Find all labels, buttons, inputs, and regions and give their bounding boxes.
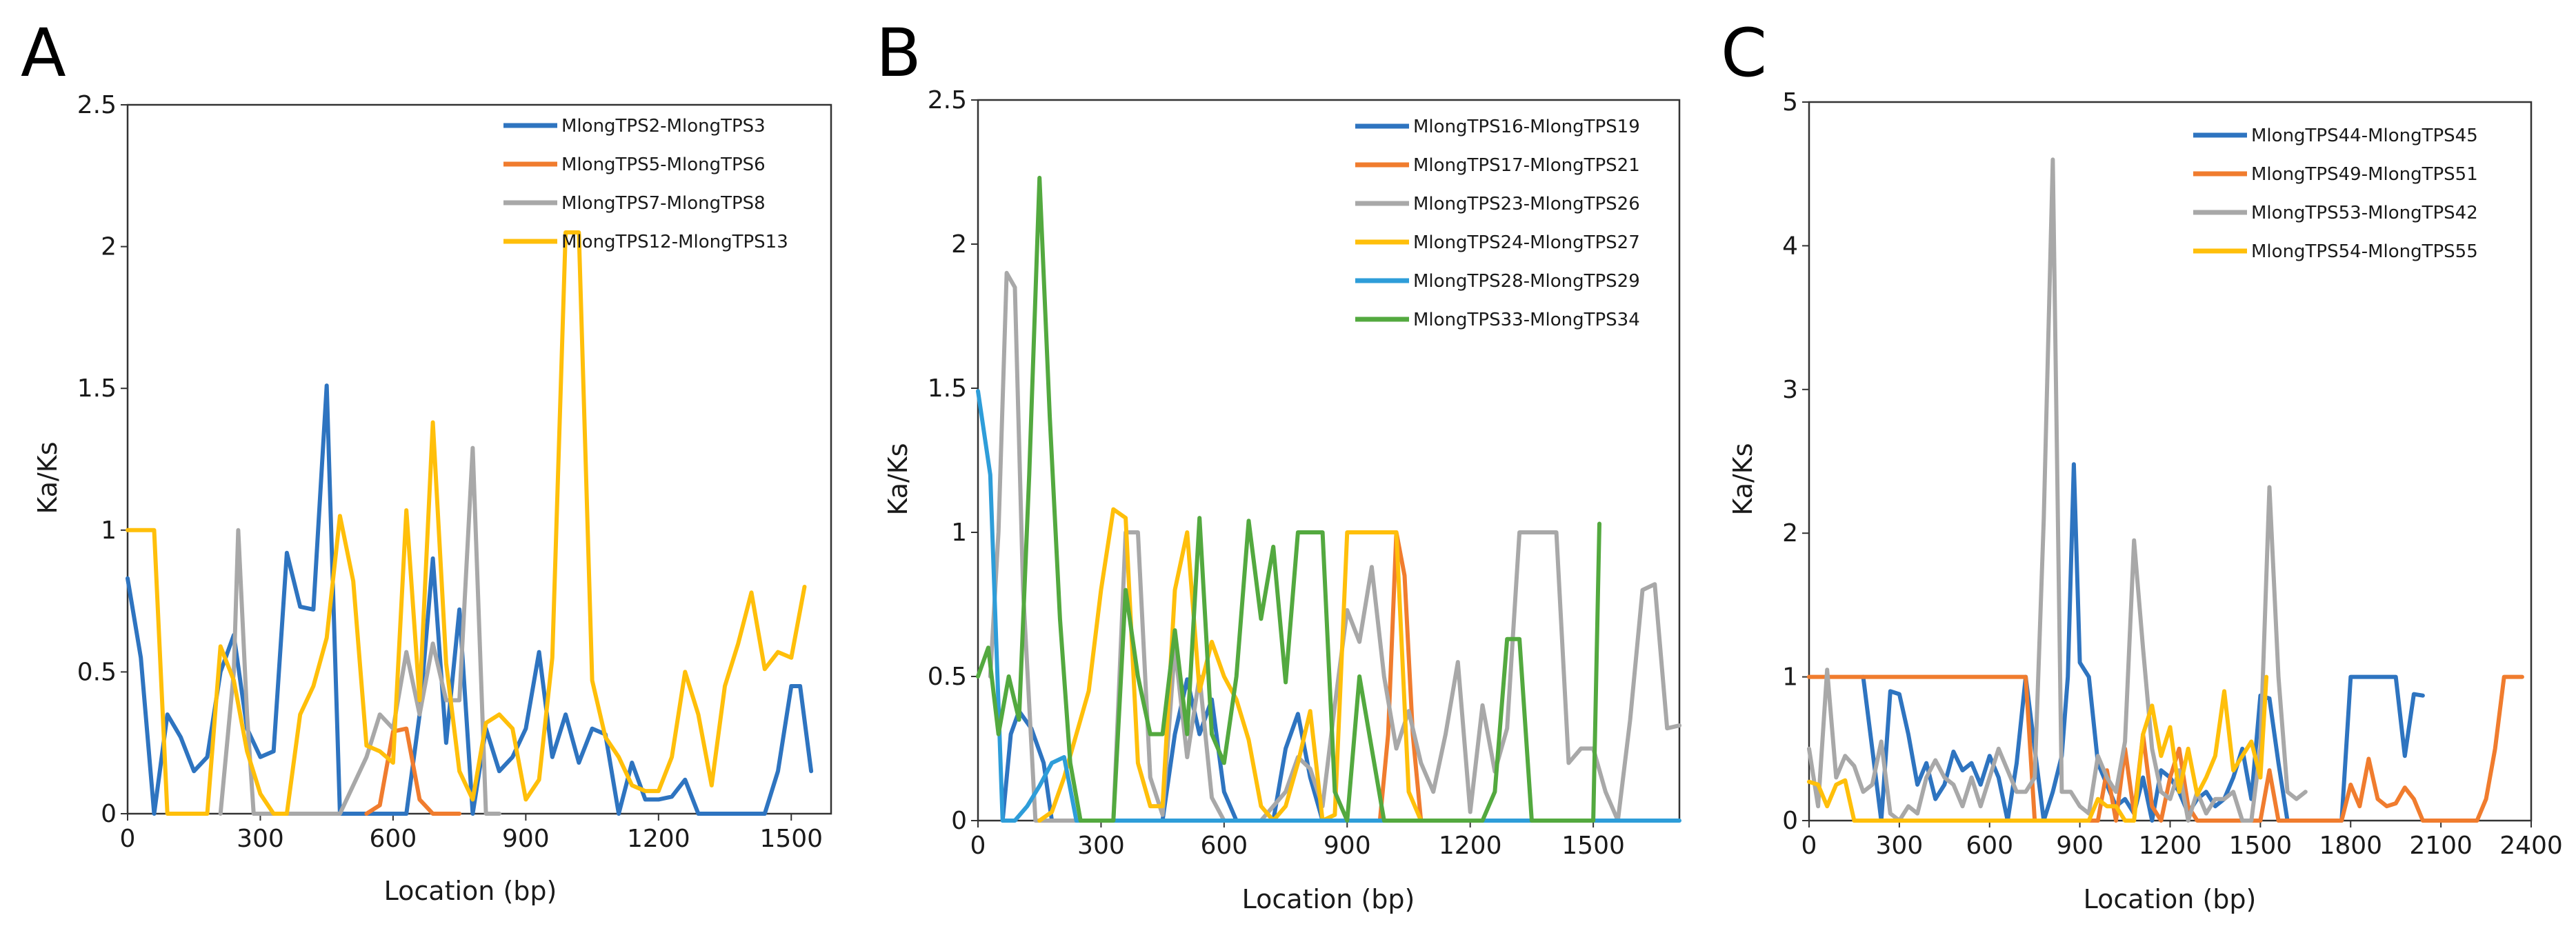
x-tick-label: 1200	[627, 825, 690, 853]
y-tick-label: 1	[951, 519, 967, 547]
x-tick-label: 900	[1324, 832, 1371, 860]
y-tick-label: 2	[101, 233, 117, 261]
legend-label: MlongTPS53-MlongTPS42	[2251, 203, 2478, 223]
y-tick-label: 5	[1782, 88, 1798, 117]
x-tick-label: 1500	[1561, 832, 1625, 860]
x-tick-label: 1200	[2139, 832, 2202, 860]
x-tick-label: 900	[2056, 832, 2104, 860]
x-tick-label: 600	[1200, 832, 1248, 860]
x-tick-label: 300	[1077, 832, 1125, 860]
y-tick-label: 2.5	[928, 86, 967, 114]
legend-label: MlongTPS28-MlongTPS29	[1413, 271, 1640, 292]
y-tick-label: 0	[951, 807, 967, 835]
x-tick-label: 300	[237, 825, 284, 853]
x-tick-label: 2100	[2409, 832, 2473, 860]
y-tick-label: 1	[1782, 663, 1798, 692]
y-tick-label: 2.5	[77, 91, 117, 119]
panel-b-letter: B	[876, 14, 921, 92]
series-line-mlongtps23-mlongtps26	[988, 270, 1681, 823]
plot-frame	[126, 103, 832, 815]
series-line-mlongtps7-mlongtps8	[218, 445, 501, 816]
legend-label: MlongTPS7-MlongTPS8	[561, 193, 766, 214]
panel-a-xlabel: Location (bp)	[384, 876, 557, 906]
y-tick-label: 3	[1782, 376, 1798, 404]
legend-label: MlongTPS17-MlongTPS21	[1413, 155, 1640, 176]
series-line-mlongtps12-mlongtps13	[126, 230, 807, 816]
series-line-mlongtps54-mlongtps55	[1807, 674, 2269, 823]
y-tick-label: 2	[1782, 519, 1798, 548]
x-tick-label: 1800	[2319, 832, 2382, 860]
legend-label: MlongTPS23-MlongTPS26	[1413, 194, 1640, 214]
legend-label: MlongTPS12-MlongTPS13	[561, 232, 788, 252]
x-tick-label: 300	[1876, 832, 1924, 860]
y-tick-label: 0	[1782, 807, 1798, 835]
legend-label: MlongTPS5-MlongTPS6	[561, 154, 766, 175]
legend-label: MlongTPS44-MlongTPS45	[2251, 126, 2478, 146]
x-tick-label: 0	[1801, 832, 1817, 860]
legend-label: MlongTPS33-MlongTPS34	[1413, 310, 1640, 330]
panel-c-ylabel: Ka/Ks	[1728, 443, 1758, 515]
y-tick-label: 0	[101, 800, 117, 828]
x-tick-label: 1500	[759, 825, 823, 853]
series-line-mlongtps53-mlongtps42	[1807, 157, 2308, 823]
x-tick-label: 600	[1966, 832, 2013, 860]
y-tick-label: 0.5	[77, 658, 117, 686]
legend-label: MlongTPS49-MlongTPS51	[2251, 164, 2478, 185]
x-tick-label: 1500	[2229, 832, 2293, 860]
x-tick-label: 600	[370, 825, 417, 853]
legend-label: MlongTPS24-MlongTPS27	[1413, 232, 1640, 253]
panel-a: A Location (bp) Ka/Ks 0 0.5 1 1.5 2 2.5 0 300 60…	[21, 14, 832, 906]
x-tick-label: 0	[120, 825, 136, 853]
panel-c: C Location (bp) Ka/Ks 0 1 2 3 4 5 0 300 600 900 12…	[1721, 14, 2563, 914]
panel-a-letter: A	[21, 14, 66, 92]
panel-c-letter: C	[1721, 14, 1767, 92]
y-tick-label: 1.5	[77, 374, 117, 403]
legend-label: MlongTPS16-MlongTPS19	[1413, 117, 1640, 137]
y-tick-label: 0.5	[928, 663, 967, 691]
y-tick-label: 4	[1782, 232, 1798, 260]
series-line-mlongtps5-mlongtps6	[364, 726, 462, 816]
series-line-mlongtps33-mlongtps34	[976, 175, 1601, 823]
panel-b-xlabel: Location (bp)	[1242, 884, 1415, 914]
panel-b: B Location (bp) Ka/Ks 0 0.5 1 1.5 2 2.5 0 300 60…	[876, 14, 1681, 914]
x-tick-label: 1200	[1439, 832, 1502, 860]
y-tick-label: 2	[951, 230, 967, 259]
panel-a-ylabel: Ka/Ks	[32, 441, 63, 514]
y-tick-label: 1	[101, 516, 117, 545]
series-line-mlongtps24-mlongtps27	[1037, 507, 1424, 823]
x-tick-label: 0	[970, 832, 986, 860]
panel-c-xlabel: Location (bp)	[2084, 884, 2257, 914]
series-line-mlongtps2-mlongtps3	[126, 383, 814, 816]
panel-b-ylabel: Ka/Ks	[883, 443, 913, 515]
x-tick-label: 900	[502, 825, 550, 853]
y-tick-label: 1.5	[928, 374, 967, 403]
legend-label: MlongTPS2-MlongTPS3	[561, 116, 766, 137]
legend-label: MlongTPS54-MlongTPS55	[2251, 241, 2478, 262]
x-tick-label: 2400	[2499, 832, 2563, 860]
